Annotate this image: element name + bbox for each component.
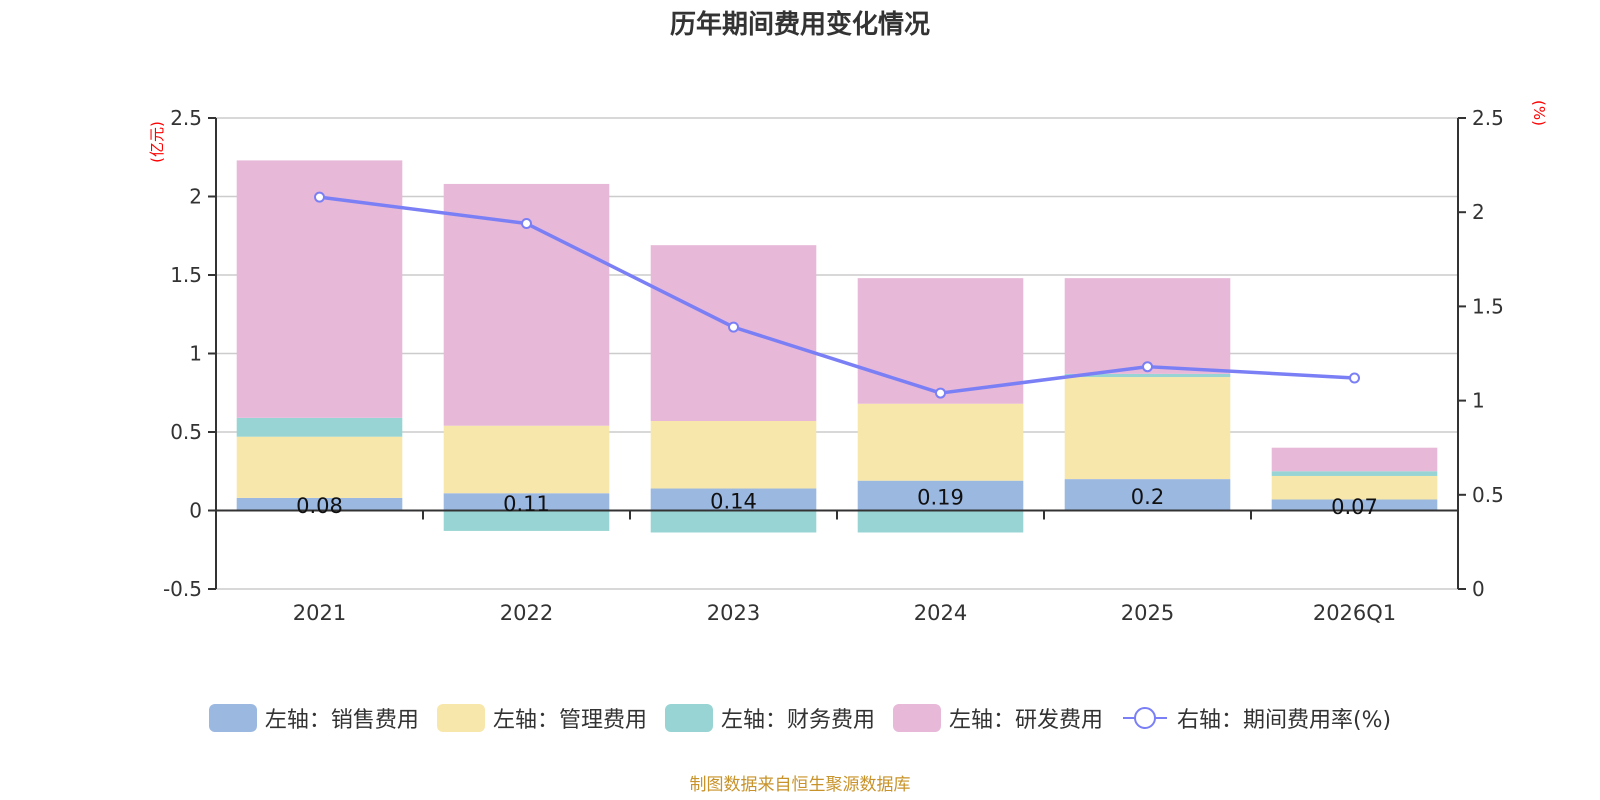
bar-segment-2 [236, 436, 403, 498]
bar-segment-4 [1064, 278, 1231, 374]
bar-segment-2 [650, 421, 817, 489]
bar-segment-2 [857, 403, 1024, 481]
bar-segment-3 [1064, 373, 1231, 378]
rate-point [1142, 361, 1153, 373]
sales-data-label: 0.2 [1131, 485, 1164, 509]
left-axis-tick-label: 0.5 [170, 420, 202, 444]
bar-segment-3 [857, 510, 1024, 533]
legend: 左轴：销售费用 左轴：管理费用 左轴：财务费用 左轴：研发费用 右轴：期间费用率… [0, 702, 1600, 734]
left-axis-tick-label: 1 [189, 342, 202, 366]
rate-point [728, 321, 739, 333]
rate-point [935, 387, 946, 399]
bar-segment-1 [443, 493, 610, 511]
legend-swatch-rnd [892, 704, 941, 732]
legend-label-rate: 右轴：期间费用率(%) [1176, 708, 1392, 733]
rate-point [521, 218, 532, 230]
line-circle-marker-icon [1122, 707, 1167, 729]
data-labels: 0.08 0.11 0.14 0.19 0.2 0.07 [296, 485, 1378, 519]
bar-segment-3 [443, 510, 610, 531]
legend-swatch-finance [664, 704, 713, 732]
legend-item-finance[interactable]: 左轴：财务费用 [664, 702, 875, 734]
bar-segment-1 [1271, 499, 1438, 511]
axes: -0.5 0 0.5 1 1.5 2 2.5 0 0.5 1 1.5 2 2.5 2021 2022 2023… [163, 106, 1504, 625]
legend-item-rate[interactable]: 右轴：期间费用率(%) [1121, 702, 1391, 734]
sales-data-label: 0.14 [710, 490, 757, 514]
legend-item-rnd[interactable]: 左轴：研发费用 [892, 702, 1103, 734]
bar-segment-2 [1271, 475, 1438, 500]
legend-label-finance: 左轴：财务费用 [720, 708, 875, 733]
left-axis-tick-label: 2.5 [170, 106, 202, 130]
right-axis-unit-label: (%) [1530, 100, 1548, 126]
x-axis-tick-label: 2021 [293, 601, 346, 625]
bar-segment-2 [443, 425, 610, 494]
bar-segment-1 [236, 497, 403, 511]
x-axis-tick-label: 2022 [500, 601, 553, 625]
right-axis-tick-label: 1 [1472, 389, 1485, 413]
bar-segment-4 [1271, 447, 1438, 472]
legend-label-sales: 左轴：销售费用 [264, 708, 419, 733]
x-axis-tick-label: 2023 [707, 601, 760, 625]
bar-segment-2 [1064, 377, 1231, 480]
left-axis-unit-label: (亿元) [148, 121, 166, 163]
right-axis-tick-label: 2 [1472, 200, 1485, 224]
bar-segment-3 [650, 510, 817, 533]
rate-point [1349, 372, 1360, 384]
left-axis-tick-label: 1.5 [170, 263, 202, 287]
bar-segment-4 [650, 245, 817, 422]
sales-data-label: 0.07 [1331, 495, 1378, 519]
bar-segment-1 [1064, 479, 1231, 511]
data-source-note: 制图数据来自恒生聚源数据库 [689, 775, 911, 795]
right-axis-tick-label: 2.5 [1472, 106, 1504, 130]
left-axis-tick-label: 2 [189, 185, 202, 209]
left-axis-tick-label: -0.5 [163, 577, 202, 601]
bar-segment-3 [236, 417, 403, 437]
left-axis-tick-label: 0 [189, 499, 202, 523]
legend-item-sales[interactable]: 左轴：销售费用 [208, 702, 419, 734]
legend-label-admin: 左轴：管理费用 [492, 708, 647, 733]
rate-point [314, 191, 325, 203]
rate-line-series [314, 191, 1360, 399]
bar-segment-4 [857, 278, 1024, 404]
legend-label-rnd: 左轴：研发费用 [948, 708, 1103, 733]
sales-data-label: 0.11 [503, 492, 550, 516]
right-axis-tick-label: 0 [1472, 577, 1485, 601]
right-axis-tick-label: 1.5 [1472, 294, 1504, 318]
x-axis-tick-label: 2025 [1121, 601, 1174, 625]
bar-segment-1 [650, 488, 817, 511]
rate-line [319, 195, 1355, 395]
x-axis-tick-label: 2024 [914, 601, 967, 625]
chart-title: 历年期间费用变化情况 [669, 10, 930, 40]
sales-data-label: 0.19 [917, 486, 964, 510]
bars [236, 160, 1438, 533]
bar-segment-3 [1271, 471, 1438, 476]
x-axis-tick-label: 2026Q1 [1313, 601, 1396, 625]
legend-swatch-sales [208, 704, 257, 732]
sales-data-label: 0.08 [296, 494, 343, 518]
legend-swatch-admin [436, 704, 485, 732]
legend-item-admin[interactable]: 左轴：管理费用 [436, 702, 647, 734]
bar-segment-1 [857, 480, 1024, 511]
right-axis-tick-label: 0.5 [1472, 483, 1504, 507]
